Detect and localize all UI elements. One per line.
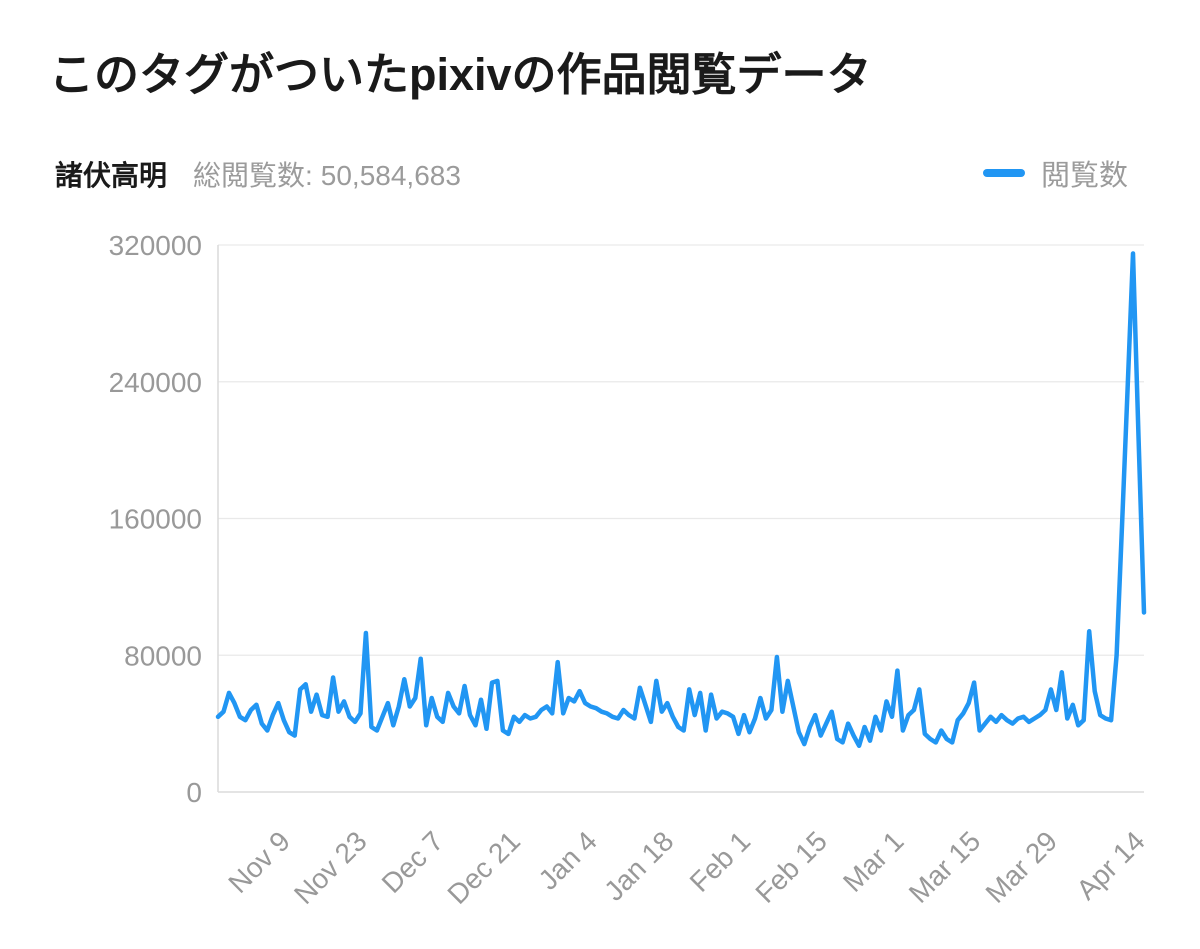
x-tick-label: Mar 29 (980, 825, 1064, 909)
x-tick-label: Nov 9 (222, 825, 296, 899)
y-tick-label: 80000 (124, 640, 202, 671)
total-views-label: 総閲覧数: (193, 160, 313, 191)
legend-item[interactable]: 閲覧数 (982, 150, 1128, 196)
y-tick-label: 240000 (109, 367, 202, 398)
x-tick-label: Apr 14 (1071, 825, 1151, 905)
x-tick-label: Mar 1 (837, 825, 910, 898)
x-tick-label: Jan 4 (532, 825, 602, 895)
x-tick-label: Dec 21 (441, 825, 526, 910)
legend-label: 閲覧数 (1040, 160, 1128, 192)
total-views-value: 50,584,683 (320, 160, 461, 191)
x-tick-label: Nov 23 (288, 825, 373, 910)
chart-header-row: 諸伏高明 総閲覧数: 50,584,683 閲覧数 (0, 150, 1200, 196)
views-series-line[interactable] (215, 251, 1147, 749)
x-tick-label: Feb 1 (684, 825, 757, 898)
total-views: 総閲覧数: 50,584,683 (193, 154, 461, 194)
x-tick-label: Feb 15 (749, 825, 833, 909)
y-tick-label: 160000 (109, 504, 202, 535)
page-title: このタグがついたpixivの作品閲覧データ (49, 49, 872, 100)
tag-name: 諸伏高明 (55, 160, 168, 191)
x-tick-label: Dec 7 (376, 825, 450, 899)
legend-line-swatch (982, 169, 1025, 177)
y-tick-label: 0 (186, 777, 202, 808)
y-tick-label: 320000 (109, 230, 202, 261)
x-tick-label: Mar 15 (903, 825, 987, 909)
x-tick-label: Jan 18 (598, 825, 679, 906)
